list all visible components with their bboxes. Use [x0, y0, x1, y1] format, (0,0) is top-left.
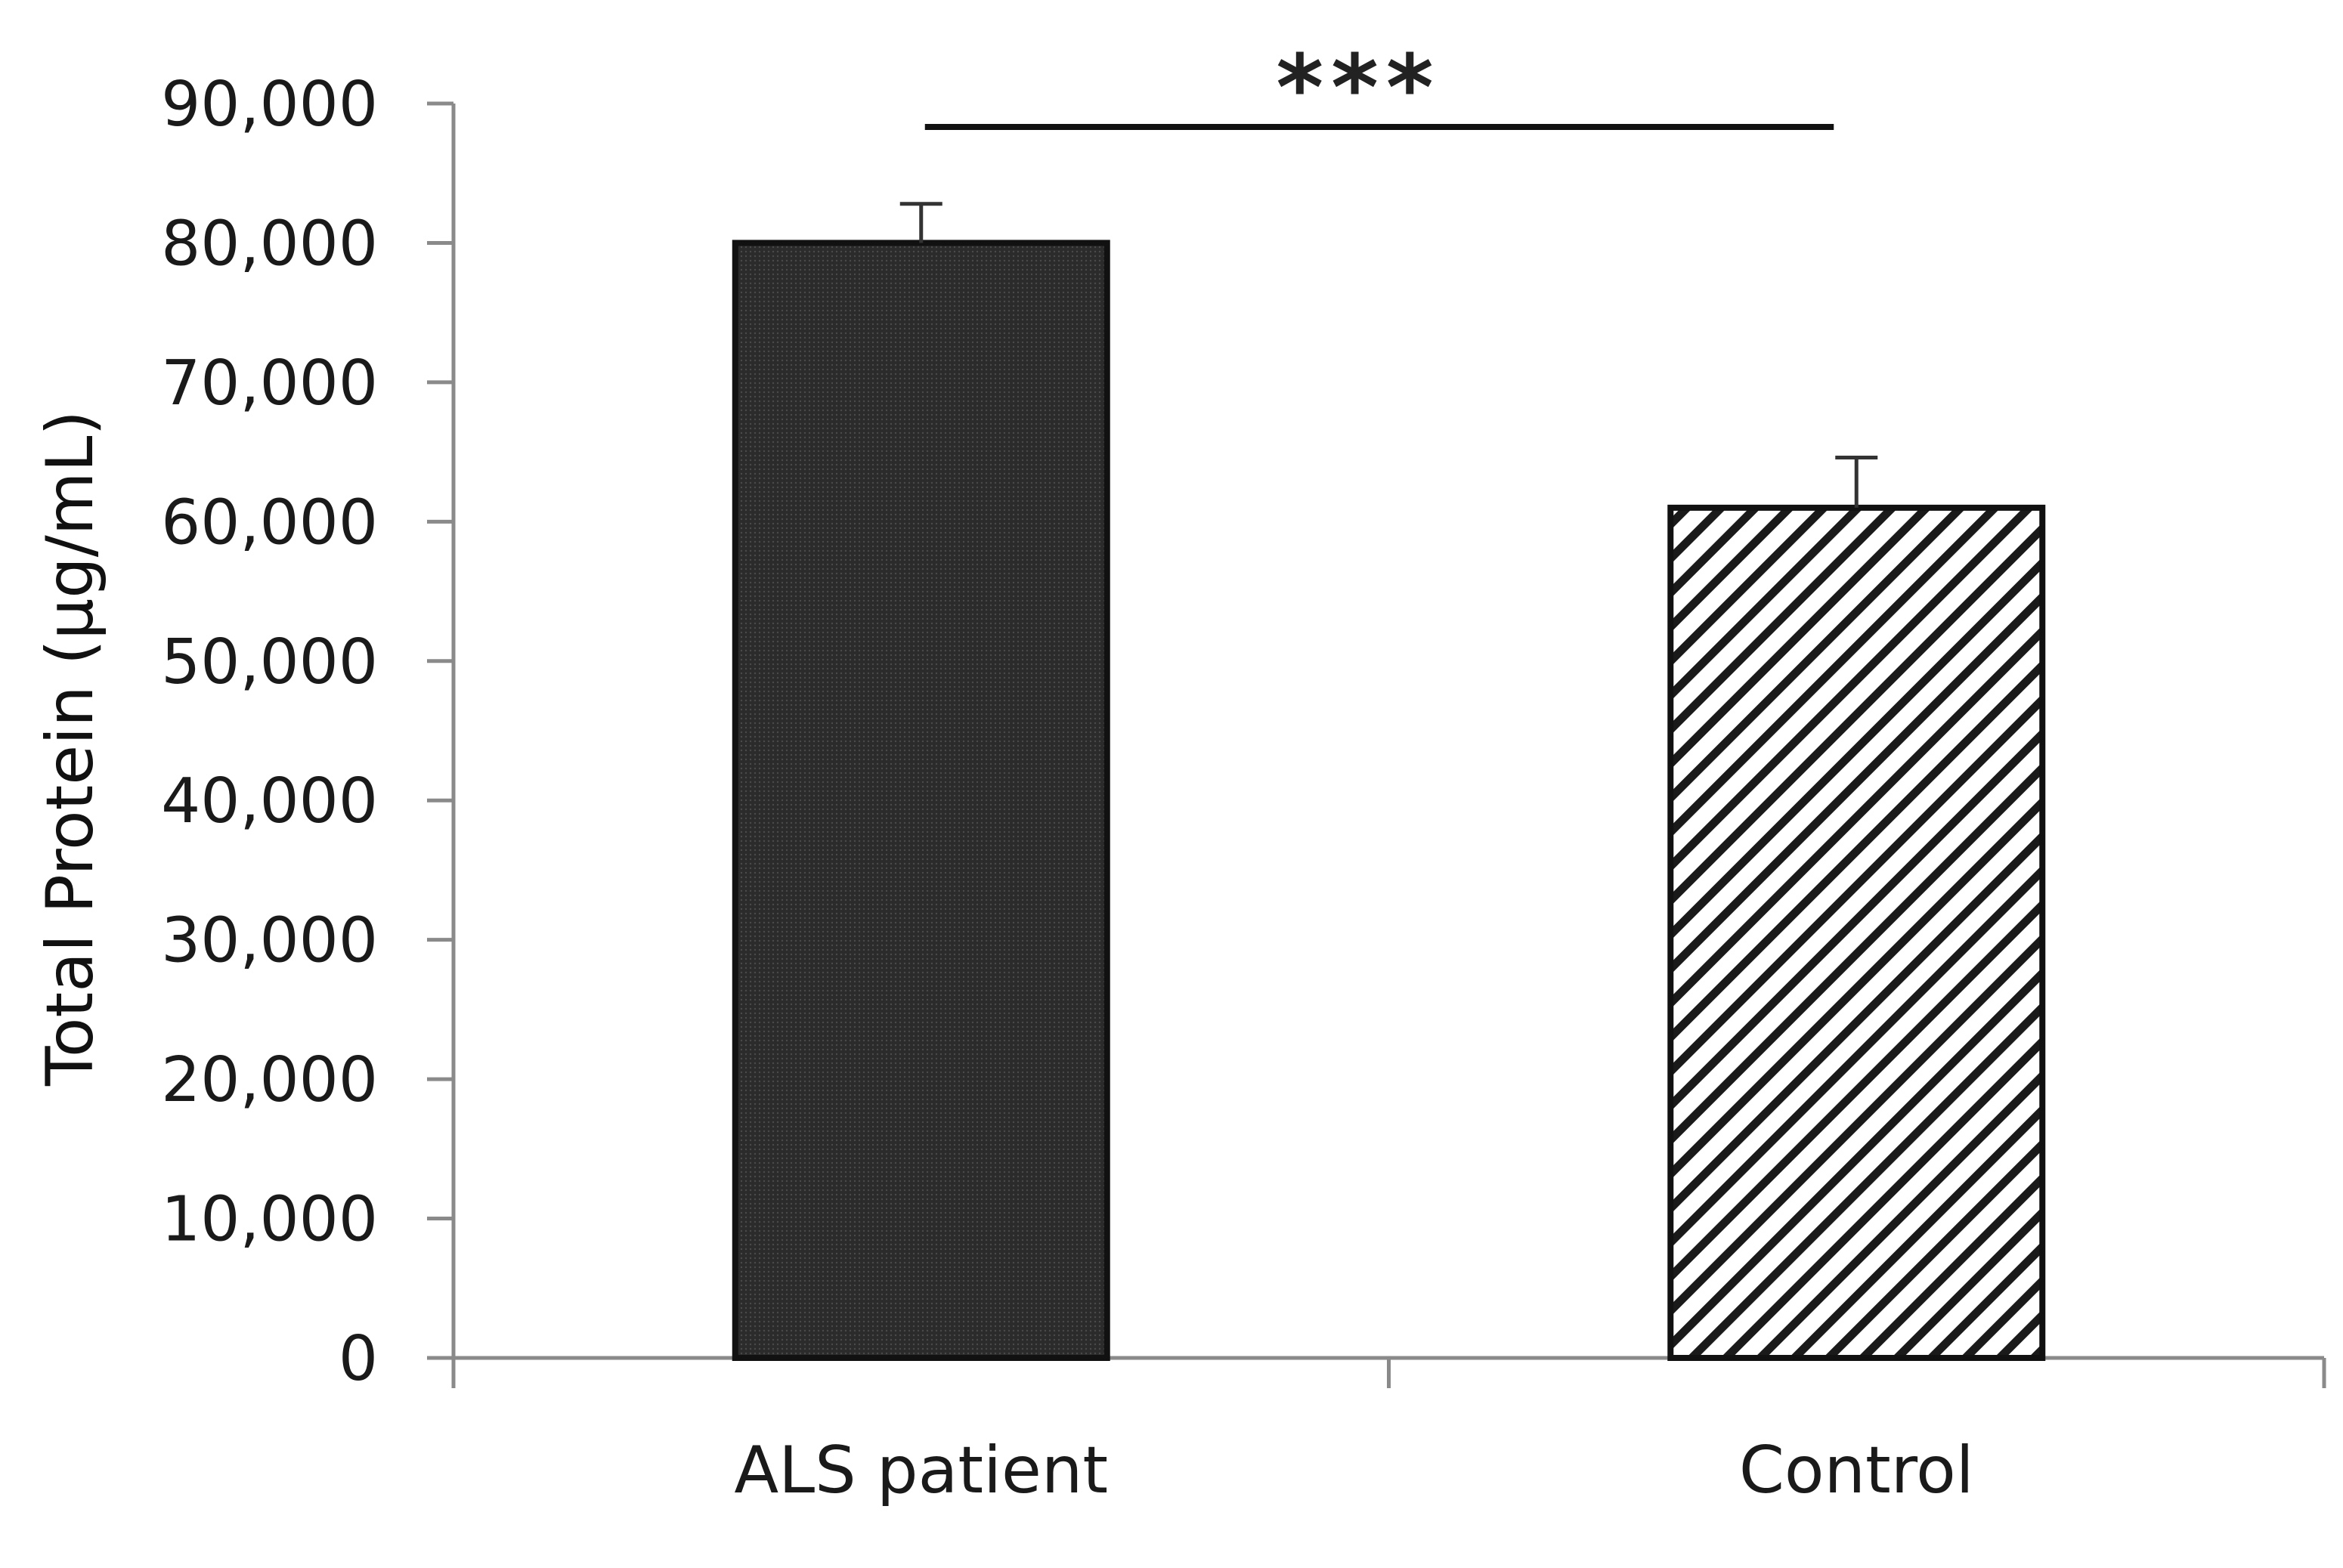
y-tick-label: 50,000 [161, 626, 378, 698]
significance-annotation: *** [924, 36, 1834, 141]
y-tick-label: 10,000 [161, 1184, 378, 1256]
y-tick-label: 20,000 [161, 1044, 378, 1116]
y-tick-label: 60,000 [161, 487, 378, 558]
y-tick-label: 0 [339, 1323, 378, 1395]
y-tick-label: 30,000 [161, 905, 378, 977]
y-tick-label: 80,000 [161, 208, 378, 280]
bar-0 [732, 240, 1110, 1361]
category-label: ALS patient [734, 1433, 1108, 1508]
significance-label: *** [1276, 36, 1441, 141]
bars: ALS patient Control [732, 202, 2046, 1508]
axes: 0 10,000 20,000 30,000 40,000 50,000 60,000 70,… [161, 69, 2326, 1395]
y-axis-label: Total Protein (μg/mL) [32, 410, 108, 1087]
y-tick-label: 70,000 [161, 348, 378, 419]
y-tick-label: 90,000 [161, 69, 378, 141]
y-tick-label: 40,000 [161, 765, 378, 837]
bar-1 [1667, 504, 2046, 1361]
category-label: Control [1739, 1433, 1974, 1508]
